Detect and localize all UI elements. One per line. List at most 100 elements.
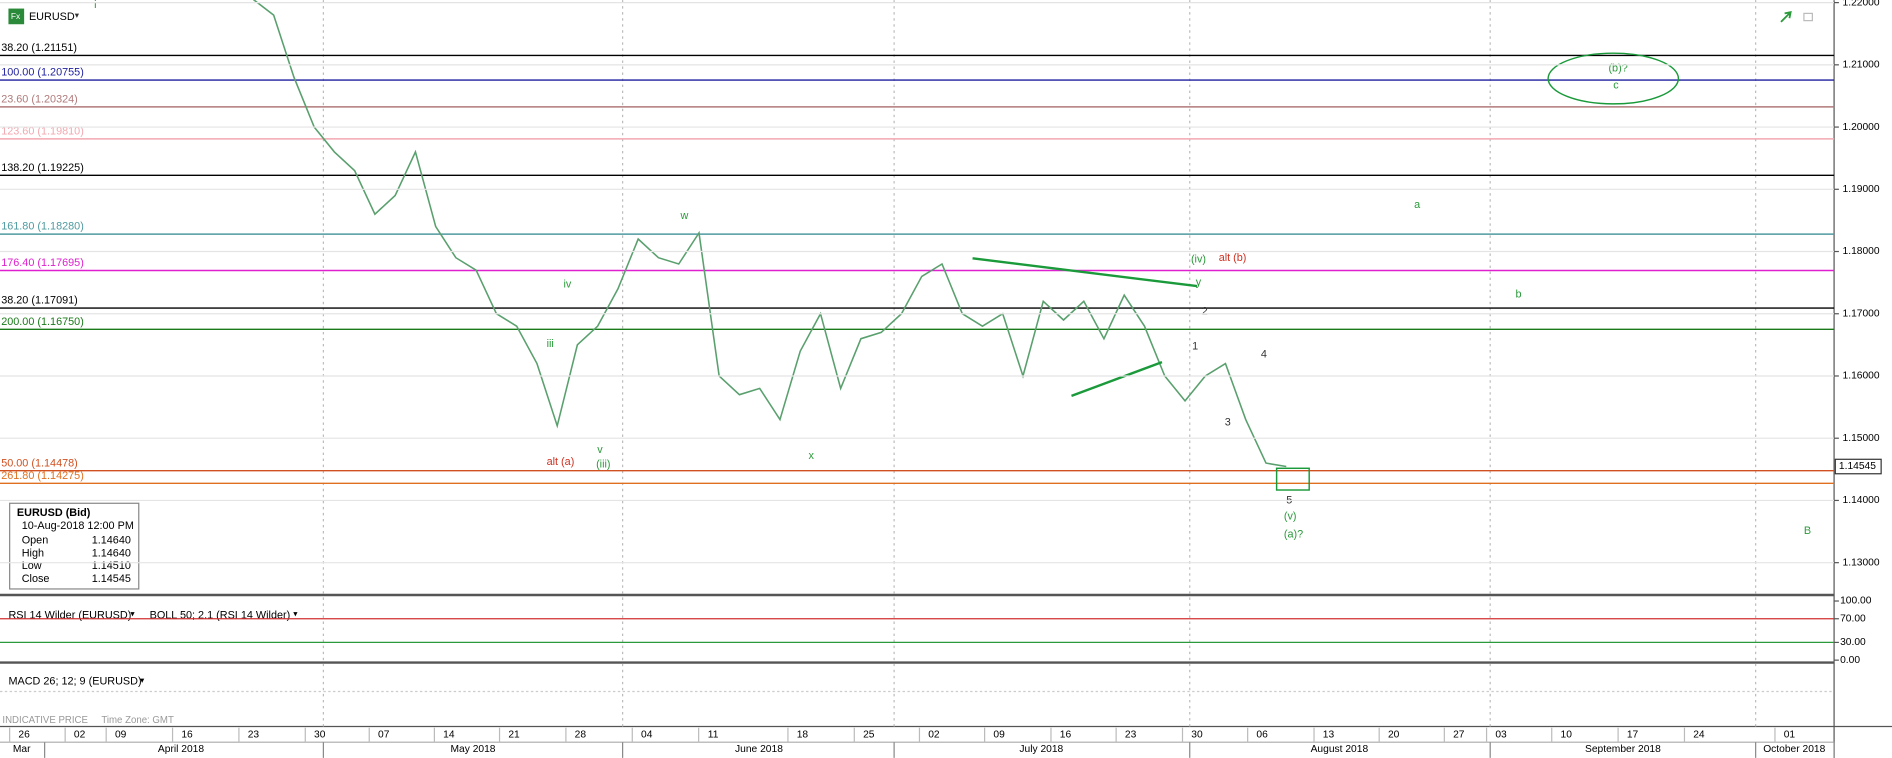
month-label: July 2018 (1019, 744, 1063, 755)
badge-text: Fx (11, 11, 21, 21)
dropdown-arrow[interactable]: ▾ (293, 609, 297, 619)
fib-levels: 38.20 (1.21151) 100.00 (1.20755) 23.60 (1.… (0, 42, 1835, 485)
info-value: 1.14510 (92, 560, 131, 572)
month-label: April 2018 (158, 744, 204, 755)
fib-label: 38.20 (1.21151) (1, 42, 77, 54)
day-label: 16 (181, 730, 193, 741)
fib-label: 100.00 (1.20755) (1, 67, 84, 79)
fib-label: 138.20 (1.19225) (1, 162, 84, 174)
info-key: Close (22, 573, 50, 585)
day-label: 21 (508, 730, 520, 741)
fib-label: 123.60 (1.19810) (1, 126, 84, 138)
day-label: 14 (443, 730, 455, 741)
target-box (1275, 467, 1310, 491)
wave-label: b (1516, 288, 1522, 300)
day-label: 09 (115, 730, 127, 741)
day-label: 02 (928, 730, 940, 741)
day-label: 01 (1784, 730, 1796, 741)
last-price-box (1834, 458, 1882, 475)
target-ellipse (1547, 52, 1680, 105)
day-label: 18 (797, 730, 809, 741)
y-tick-label: 1.13000 (1843, 557, 1880, 568)
wave-labels: i iv iii v (iii) alt (a) w x (iv) alt (b… (94, 0, 1811, 541)
fib-label: 50.00 (1.14478) (1, 457, 78, 469)
wave-label: i (94, 0, 96, 11)
y-tick-label: 1.22000 (1843, 0, 1880, 8)
macd-label[interactable]: MACD 26; 12; 9 (EURUSD) (8, 676, 141, 688)
info-rows: Open 1.14640 High 1.14640 Low 1.14510 Close 1.1… (22, 535, 131, 585)
wave-label: (b)? (1608, 63, 1627, 75)
info-title: EURUSD (Bid) (17, 507, 91, 519)
dropdown-arrow[interactable]: ▾ (140, 675, 144, 685)
info-box (9, 502, 140, 590)
rsi-tick-label: 30.00 (1840, 637, 1866, 648)
info-key: Low (22, 560, 42, 572)
info-value: 1.14640 (92, 547, 131, 559)
day-label: 24 (1693, 730, 1705, 741)
info-key: High (22, 547, 44, 559)
fib-label: 38.20 (1.17091) (1, 295, 78, 307)
symbol-badge (8, 8, 25, 25)
rsi-tick-label: 70.00 (1840, 613, 1866, 624)
day-label: 11 (708, 730, 719, 741)
wave-label: (a)? (1284, 529, 1303, 541)
y-tick-label: 1.15000 (1843, 433, 1880, 444)
fib-label: 200.00 (1.16750) (1, 316, 84, 328)
last-price-label: 1.14545 (1839, 461, 1876, 472)
window-icon[interactable] (1803, 12, 1813, 22)
fib-label: 176.40 (1.17695) (1, 257, 84, 269)
wave-label: c (1613, 80, 1619, 92)
wave-label: iii (547, 338, 554, 350)
day-label: 25 (863, 730, 875, 741)
wave-label: 1 (1192, 340, 1198, 352)
month-label: June 2018 (735, 744, 783, 755)
day-label: 04 (641, 730, 653, 741)
y-tick-label: 1.18000 (1843, 246, 1880, 257)
month-label: Mar (13, 744, 31, 755)
day-label: 27 (1453, 730, 1465, 741)
day-label: 23 (1125, 730, 1137, 741)
info-key: Open (22, 535, 49, 547)
wave-label: 3 (1225, 416, 1231, 428)
info-timestamp: 10-Aug-2018 12:00 PM (22, 520, 134, 532)
rsi-label[interactable]: RSI 14 Wilder (EURUSD) (8, 609, 131, 621)
boll-label[interactable]: BOLL 50; 2.1 (RSI 14 Wilder) (150, 609, 291, 621)
info-value: 1.14545 (92, 573, 131, 585)
day-label: 17 (1627, 730, 1639, 741)
wave-label: y (1196, 276, 1202, 288)
y-tick-label: 1.16000 (1843, 371, 1880, 382)
day-label: 23 (248, 730, 260, 741)
dropdown-arrow[interactable]: ▾ (130, 609, 134, 619)
fib-label: 261.80 (1.14275) (1, 470, 84, 482)
y-tick-label: 1.19000 (1843, 184, 1880, 195)
wave-label: alt (b) (1219, 252, 1247, 264)
day-label: 06 (1256, 730, 1268, 741)
dropdown-arrow[interactable]: ▾ (75, 10, 79, 20)
wave-label: (iv) (1191, 253, 1206, 265)
date-axis: 26 02 09 16 23 30 07 14 21 28 04 11 18 25 02 09 16 23 30 06… (9, 727, 1835, 758)
day-label: 02 (74, 730, 86, 741)
draw-tool-icon[interactable] (1780, 11, 1792, 23)
day-label: 20 (1388, 730, 1400, 741)
timezone: Time Zone: GMT (101, 715, 174, 726)
month-grid (322, 0, 1757, 727)
month-label: October 2018 (1763, 744, 1825, 755)
day-label: 13 (1323, 730, 1335, 741)
day-label: 07 (378, 730, 390, 741)
wave-label: alt (a) (547, 456, 575, 468)
wave-label: iv (563, 279, 571, 291)
symbol[interactable]: EURUSD (29, 11, 75, 23)
rsi-tick-label: 100.00 (1840, 596, 1872, 607)
wave-label: a (1414, 199, 1421, 211)
trendline (1071, 360, 1163, 398)
month-label: September 2018 (1585, 744, 1661, 755)
day-label: 09 (993, 730, 1005, 741)
y-tick-label: 1.21000 (1843, 60, 1880, 71)
wave-label: B (1804, 525, 1811, 537)
day-label: 26 (18, 730, 30, 741)
price-axis: 1.22000 1.21000 1.20000 1.19000 1.18000 1.170… (0, 0, 1882, 666)
wave-label: (iii) (596, 459, 610, 471)
